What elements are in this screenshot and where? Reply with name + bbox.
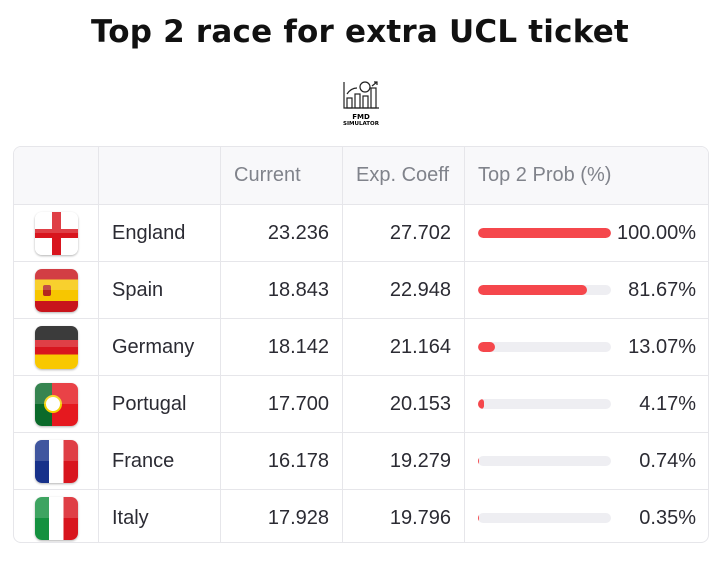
probability-bar <box>478 285 611 295</box>
probability-bar <box>478 456 611 466</box>
current-coeff: 18.142 <box>220 319 342 375</box>
probability-bar-fill <box>478 228 611 238</box>
probability-value: 0.35% <box>639 506 696 529</box>
flag-france-icon <box>34 439 78 483</box>
header-exp-coeff[interactable]: Exp. Coeff <box>342 147 464 204</box>
probability-bar-fill <box>478 342 496 352</box>
header-country <box>98 147 220 204</box>
expected-coeff: 22.948 <box>342 262 464 318</box>
probability-bar <box>478 228 611 238</box>
fmd-simulator-logo: FMD SIMULATOR <box>337 80 385 128</box>
expected-coeff: 20.153 <box>342 376 464 432</box>
expected-coeff: 21.164 <box>342 319 464 375</box>
probability-bar-fill <box>478 456 479 466</box>
probability-bar <box>478 513 611 523</box>
table-row: Spain 18.843 22.948 81.67% <box>14 261 708 318</box>
country-name: Italy <box>98 490 220 542</box>
country-name: Spain <box>98 262 220 318</box>
flag-italy-icon <box>34 496 78 540</box>
header-top2-prob[interactable]: Top 2 Prob (%) <box>464 147 708 204</box>
expected-coeff: 19.279 <box>342 433 464 489</box>
table-row: Portugal 17.700 20.153 4.17% <box>14 375 708 432</box>
current-coeff: 18.843 <box>220 262 342 318</box>
flag-portugal-icon <box>34 382 78 426</box>
country-name: France <box>98 433 220 489</box>
table-row: France 16.178 19.279 0.74% <box>14 432 708 489</box>
probability-bar <box>478 399 611 409</box>
header-flag <box>14 147 98 204</box>
flag-germany-icon <box>34 325 78 369</box>
table-header: Current Exp. Coeff Top 2 Prob (%) <box>14 147 708 204</box>
chart-ball-icon <box>343 81 379 109</box>
current-coeff: 23.236 <box>220 205 342 261</box>
table-row: Italy 17.928 19.796 0.35% <box>14 489 708 542</box>
probability-value: 100.00% <box>617 221 696 244</box>
coefficient-table: Current Exp. Coeff Top 2 Prob (%) Englan… <box>13 146 709 543</box>
flag-england-icon <box>34 211 78 255</box>
table-row: England 23.236 27.702 100.00% <box>14 204 708 261</box>
flag-spain-icon <box>34 268 78 312</box>
country-name: England <box>98 205 220 261</box>
probability-bar <box>478 342 611 352</box>
table-row: Germany 18.142 21.164 13.07% <box>14 318 708 375</box>
country-name: Germany <box>98 319 220 375</box>
expected-coeff: 19.796 <box>342 490 464 542</box>
probability-value: 81.67% <box>628 278 696 301</box>
probability-value: 4.17% <box>639 392 696 415</box>
probability-bar-fill <box>478 399 484 409</box>
current-coeff: 17.928 <box>220 490 342 542</box>
current-coeff: 16.178 <box>220 433 342 489</box>
probability-value: 0.74% <box>639 449 696 472</box>
country-name: Portugal <box>98 376 220 432</box>
page-title: Top 2 race for extra UCL ticket <box>91 14 629 50</box>
expected-coeff: 27.702 <box>342 205 464 261</box>
header-current[interactable]: Current <box>220 147 342 204</box>
probability-bar-fill <box>478 285 587 295</box>
current-coeff: 17.700 <box>220 376 342 432</box>
probability-value: 13.07% <box>628 335 696 358</box>
